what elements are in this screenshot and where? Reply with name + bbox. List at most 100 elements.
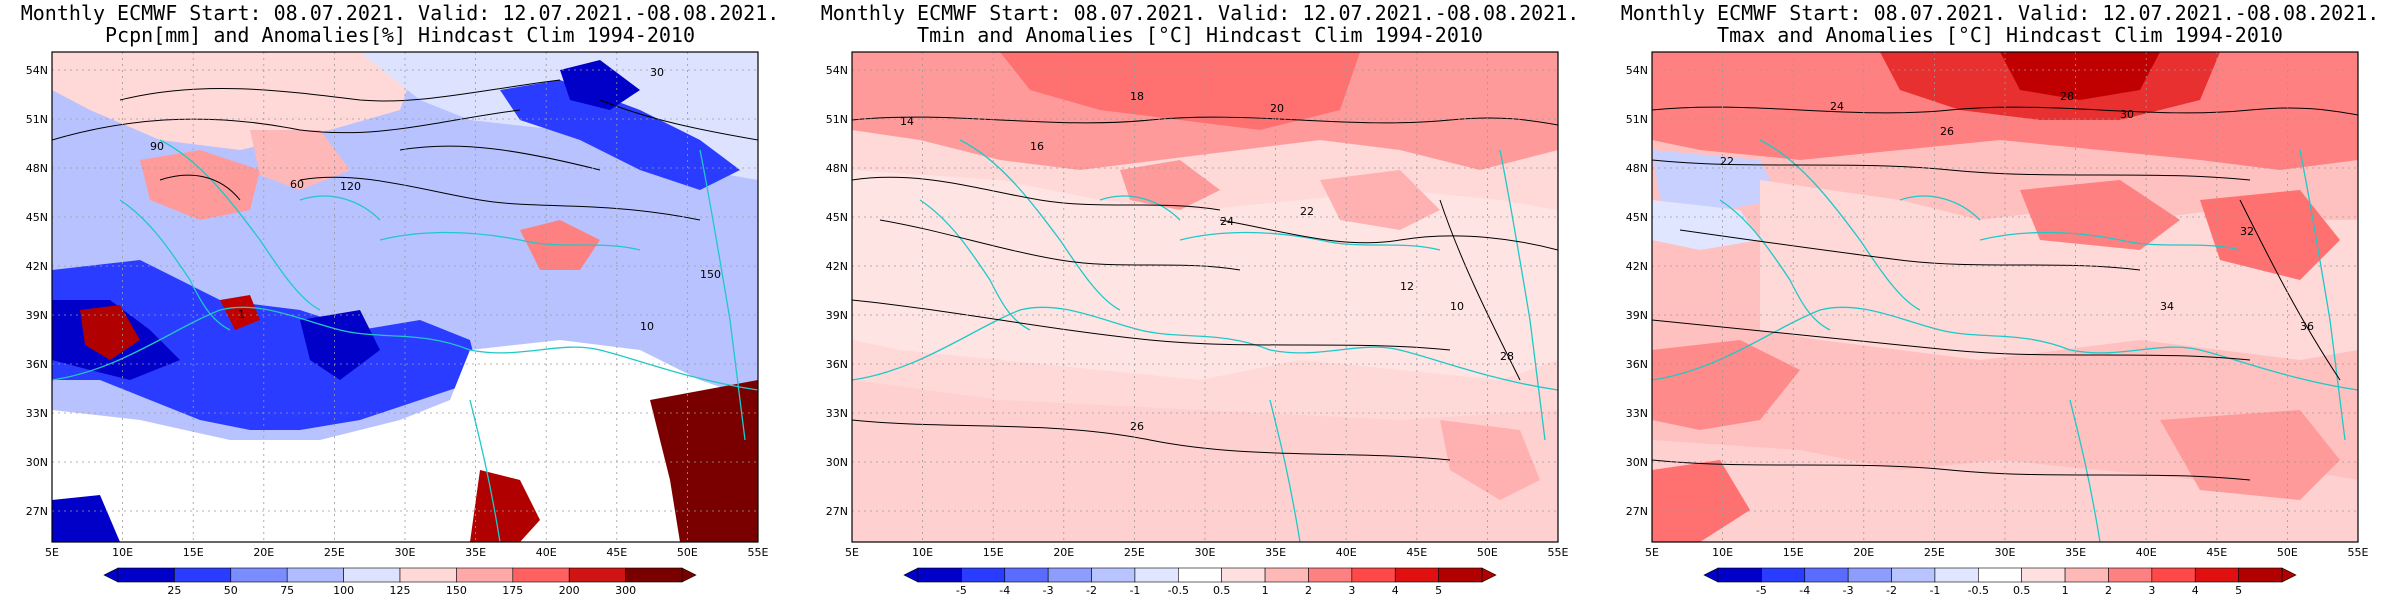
colorbar-label: -3 (1043, 584, 1054, 597)
lon-tick-label: 15E (1783, 546, 1804, 559)
colorbar-label: 3 (2148, 584, 2155, 597)
tmax-map: 22 24 26 28 30 32 34 36 54N 51N 48N 45N 42N 3… (1626, 51, 2369, 559)
lon-tick-label: 20E (1853, 546, 1874, 559)
panel-title-line1: Monthly ECMWF Start: 08.07.2021. Valid: … (20, 1, 780, 25)
contour-label: 22 (1720, 155, 1734, 168)
colorbar-swatch (961, 567, 1006, 583)
tmin-map: 14 16 18 20 22 24 26 28 12 10 54N 51N 48N 4… (826, 51, 1569, 559)
colorbar-swatch (2194, 567, 2239, 583)
lat-tick-label: 36N (826, 358, 848, 371)
axis-labels: 54N 51N 48N 45N 42N 39N 36N 33N 30N 27N 5E 10E 15E 20… (826, 64, 1569, 559)
lon-tick-label: 50E (2277, 546, 2298, 559)
panel-title-line2: Tmax and Anomalies [°C] Hindcast Clim 19… (1717, 23, 2283, 47)
colorbar-swatch (1717, 567, 1762, 583)
colorbar-swatch (917, 567, 962, 583)
colorbar-swatch (117, 567, 175, 583)
colorbar-swatch (1891, 567, 1936, 583)
panel-title-line2: Tmin and Anomalies [°C] Hindcast Clim 19… (917, 23, 1483, 47)
colorbar: -5 -4 -3 -2 -1 -0.5 0.5 1 2 3 4 5 (1703, 567, 2297, 597)
colorbar-swatch (1847, 567, 1892, 583)
contour-label: 28 (1500, 350, 1514, 363)
lon-tick-label: 10E (1712, 546, 1733, 559)
contour-label: 16 (1030, 140, 1044, 153)
colorbar-left-arrow (903, 567, 919, 583)
precipitation-map: 30 60 90 120 10 1 150 54N 51N 48N 45N 42N 39N… (26, 51, 769, 559)
colorbar-swatch (1004, 567, 1049, 583)
colorbar-label: -1 (1129, 584, 1140, 597)
colorbar-label: 75 (280, 584, 294, 597)
lon-tick-label: 40E (1336, 546, 1357, 559)
colorbar-label: -5 (956, 584, 967, 597)
contour-label: 24 (1830, 100, 1844, 113)
lat-tick-label: 36N (26, 358, 48, 371)
lat-tick-label: 36N (1626, 358, 1648, 371)
lat-tick-label: 54N (1626, 64, 1648, 77)
contour-label: 24 (1220, 215, 1234, 228)
colorbar-label: 0.5 (2013, 584, 2031, 597)
lat-tick-label: 48N (26, 162, 48, 175)
contour-label: 22 (1300, 205, 1314, 218)
contour-label: 28 (2060, 90, 2074, 103)
colorbar-swatch (1221, 567, 1266, 583)
colorbar-label: -0.5 (1168, 584, 1189, 597)
contour-label: 14 (900, 115, 914, 128)
contour-label: 1 (238, 308, 245, 321)
lon-tick-label: 45E (2206, 546, 2227, 559)
axis-labels: 54N 51N 48N 45N 42N 39N 36N 33N 30N 27N 5E 10E 15E 20… (1626, 64, 2369, 559)
map-frame (1651, 51, 2359, 543)
lon-tick-label: 20E (253, 546, 274, 559)
contour-label: 10 (1450, 300, 1464, 313)
lon-tick-label: 40E (536, 546, 557, 559)
axis-labels: 54N 51N 48N 45N 42N 39N 36N 33N 30N 27N 5E 10E 15E 20… (26, 64, 769, 559)
colorbar-swatch (1351, 567, 1396, 583)
colorbar-swatch (1934, 567, 1979, 583)
lat-tick-label: 54N (26, 64, 48, 77)
lon-tick-label: 30E (395, 546, 416, 559)
lon-tick-label: 50E (677, 546, 698, 559)
colorbar-label: -4 (999, 584, 1010, 597)
contour-label: 26 (1940, 125, 1954, 138)
lon-tick-label: 55E (1548, 546, 1569, 559)
lon-tick-label: 30E (1195, 546, 1216, 559)
lat-tick-label: 42N (1626, 260, 1648, 273)
contour-label: 18 (1130, 90, 1144, 103)
colorbar-right-arrow (681, 567, 697, 583)
contour-label: 34 (2160, 300, 2174, 313)
panel-tmin: Monthly ECMWF Start: 08.07.2021. Valid: … (800, 0, 1600, 600)
lat-tick-label: 51N (1626, 113, 1648, 126)
colorbar-swatch (1761, 567, 1806, 583)
colorbar-label: 4 (1392, 584, 1399, 597)
contour-label: 32 (2240, 225, 2254, 238)
colorbar-swatch (512, 567, 570, 583)
lat-tick-label: 30N (26, 456, 48, 469)
lon-tick-label: 15E (983, 546, 1004, 559)
colorbar-label: -2 (1886, 584, 1897, 597)
colorbar-swatch (568, 567, 626, 583)
lon-tick-label: 5E (845, 546, 859, 559)
colorbar-swatch (456, 567, 514, 583)
lat-tick-label: 39N (826, 309, 848, 322)
contour-label: 120 (340, 180, 361, 193)
lat-tick-label: 27N (26, 505, 48, 518)
colorbar-label: -5 (1756, 584, 1767, 597)
lat-tick-label: 48N (826, 162, 848, 175)
colorbar-label: 100 (333, 584, 354, 597)
colorbar-label: -0.5 (1968, 584, 1989, 597)
lat-tick-label: 42N (26, 260, 48, 273)
map-frame (51, 51, 759, 543)
colorbar-swatch (343, 567, 401, 583)
lat-tick-label: 27N (826, 505, 848, 518)
lon-tick-label: 35E (465, 546, 486, 559)
lat-tick-label: 39N (1626, 309, 1648, 322)
colorbar-swatch (230, 567, 288, 583)
lat-tick-label: 54N (826, 64, 848, 77)
colorbar-label: 0.5 (1213, 584, 1231, 597)
contour-label: 90 (150, 140, 164, 153)
lat-tick-label: 30N (826, 456, 848, 469)
colorbar: 25 50 75 100 125 150 175 200 300 (103, 567, 697, 597)
contour-label: 36 (2300, 320, 2314, 333)
colorbar: -5 -4 -3 -2 -1 -0.5 0.5 1 2 3 4 5 (903, 567, 1497, 597)
colorbar-label: 50 (224, 584, 238, 597)
lon-tick-label: 50E (1477, 546, 1498, 559)
colorbar-label: 200 (559, 584, 580, 597)
